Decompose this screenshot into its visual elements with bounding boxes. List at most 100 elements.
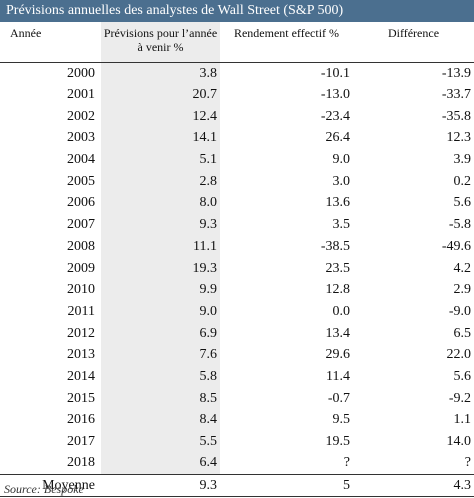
actual-cell: -10.1 — [320, 65, 350, 81]
difference-cell: 22.0 — [446, 347, 472, 363]
actual-cell: -13.0 — [320, 87, 350, 103]
table-title: Prévisions annuelles des analystes de Wa… — [0, 0, 474, 22]
difference-cell: 6.5 — [453, 325, 472, 341]
difference-cell: -5.8 — [448, 217, 471, 233]
average-forecast: 9.3 — [101, 474, 220, 497]
actual-cell: 3.0 — [332, 173, 351, 189]
table-row: 2017 5.5 19.5 14.0 — [0, 430, 474, 453]
header-difference: Différence — [387, 26, 440, 40]
year-cell: 2004 — [67, 152, 95, 168]
year-cell: 2008 — [67, 238, 95, 254]
forecast-cell: 5.1 — [101, 148, 220, 171]
actual-cell: 0.0 — [332, 303, 351, 319]
average-difference: 4.3 — [353, 474, 474, 497]
difference-cell: -33.7 — [441, 87, 471, 103]
actual-cell: -23.4 — [320, 108, 350, 124]
year-cell: 2006 — [67, 195, 95, 211]
difference-cell: -13.9 — [441, 65, 471, 81]
year-cell: 2000 — [67, 65, 95, 81]
difference-cell: -49.6 — [441, 238, 471, 254]
forecast-cell: 8.0 — [101, 192, 220, 214]
year-cell: 2013 — [67, 347, 95, 363]
forecast-cell: 19.3 — [101, 257, 220, 279]
table-row: 2010 9.9 12.8 2.9 — [0, 278, 474, 301]
header-row: Année Prévisions pour l’année à venir % … — [0, 22, 474, 62]
source-note: Source: Bespoke — [4, 482, 84, 496]
year-cell: 2012 — [67, 325, 95, 341]
forecast-cell: 9.9 — [101, 278, 220, 301]
table-row: 2005 2.8 3.0 0.2 — [0, 170, 474, 193]
forecast-cell: 20.7 — [101, 83, 220, 106]
actual-cell: 12.8 — [325, 282, 351, 298]
year-cell: 2017 — [67, 434, 95, 450]
year-cell: 2015 — [67, 390, 95, 406]
average-row: Moyenne 9.3 5 4.3 — [0, 474, 474, 497]
actual-cell: -38.5 — [320, 238, 350, 254]
forecast-cell: 6.9 — [101, 322, 220, 344]
actual-cell: 26.4 — [325, 130, 351, 146]
forecast-cell: 5.5 — [101, 430, 220, 453]
difference-cell: -35.8 — [441, 108, 471, 124]
average-actual: 5 — [220, 474, 353, 497]
forecast-cell: 6.4 — [101, 452, 220, 475]
difference-cell: 12.3 — [446, 130, 472, 146]
difference-cell: 1.1 — [453, 412, 472, 428]
year-cell: 2009 — [67, 260, 95, 276]
difference-cell: 2.9 — [453, 282, 472, 298]
difference-cell: 5.6 — [453, 195, 472, 211]
difference-cell: 3.9 — [453, 152, 472, 168]
table-row: 2000 3.8 -10.1 -13.9 — [0, 62, 474, 84]
table-row: 2014 5.8 11.4 5.6 — [0, 365, 474, 388]
year-cell: 2003 — [67, 130, 95, 146]
table-row: 2012 6.9 13.4 6.5 — [0, 322, 474, 344]
table-row: 2008 11.1 -38.5 -49.6 — [0, 235, 474, 258]
table-row: 2006 8.0 13.6 5.6 — [0, 192, 474, 214]
forecast-cell: 9.0 — [101, 300, 220, 323]
forecast-table: Année Prévisions pour l’année à venir % … — [0, 22, 474, 497]
forecast-cell: 9.3 — [101, 213, 220, 236]
table-body: 2000 3.8 -10.1 -13.9 2001 20.7 -13.0 -33.7 200… — [0, 62, 474, 497]
difference-cell: -9.0 — [448, 303, 471, 319]
actual-cell: ? — [220, 452, 353, 475]
year-cell: 2001 — [67, 87, 95, 103]
actual-cell: 13.4 — [325, 325, 351, 341]
average-label: Moyenne — [0, 474, 101, 497]
actual-cell: 9.0 — [332, 152, 351, 168]
table-row: 2018 6.4?? — [0, 452, 474, 475]
table-row: 2013 7.6 29.6 22.0 — [0, 343, 474, 366]
difference-cell: ? — [353, 452, 474, 475]
table-row: 2015 8.5 -0.7 -9.2 — [0, 387, 474, 409]
actual-cell: 11.4 — [326, 368, 350, 384]
year-cell: 2016 — [67, 412, 95, 428]
forecast-cell: 14.1 — [101, 127, 220, 149]
header-forecast: Prévisions pour l’année à venir % — [101, 22, 220, 62]
year-cell: 2014 — [67, 368, 95, 384]
table-row: 2007 9.3 3.5 -5.8 — [0, 213, 474, 236]
difference-cell: 14.0 — [446, 434, 472, 450]
actual-cell: 13.6 — [325, 195, 351, 211]
year-cell: 2002 — [67, 108, 95, 124]
year-cell: 2005 — [67, 173, 95, 189]
difference-cell: 0.2 — [453, 173, 472, 189]
difference-cell: -9.2 — [448, 390, 471, 406]
forecast-cell: 12.4 — [101, 105, 220, 128]
actual-cell: -0.7 — [327, 390, 350, 406]
year-cell: 2007 — [67, 217, 95, 233]
difference-cell: 4.2 — [453, 260, 472, 276]
table-row: 2003 14.1 26.4 12.3 — [0, 127, 474, 149]
header-year: Année — [10, 26, 42, 40]
forecast-cell: 2.8 — [101, 170, 220, 193]
table-row: 2002 12.4 -23.4 -35.8 — [0, 105, 474, 128]
actual-cell: 9.5 — [332, 412, 351, 428]
difference-cell: 5.6 — [453, 368, 472, 384]
forecast-cell: 11.1 — [101, 235, 220, 258]
year-cell: 2010 — [67, 282, 95, 298]
actual-cell: 23.5 — [325, 260, 351, 276]
table-row: 2009 19.3 23.5 4.2 — [0, 257, 474, 279]
table-row: 2001 20.7 -13.0 -33.7 — [0, 83, 474, 106]
header-actual: Rendement effectif % — [233, 26, 340, 40]
year-cell: 2018 — [0, 452, 101, 475]
forecast-cell: 8.5 — [101, 387, 220, 409]
actual-cell: 29.6 — [325, 347, 351, 363]
forecast-cell: 8.4 — [101, 409, 220, 431]
